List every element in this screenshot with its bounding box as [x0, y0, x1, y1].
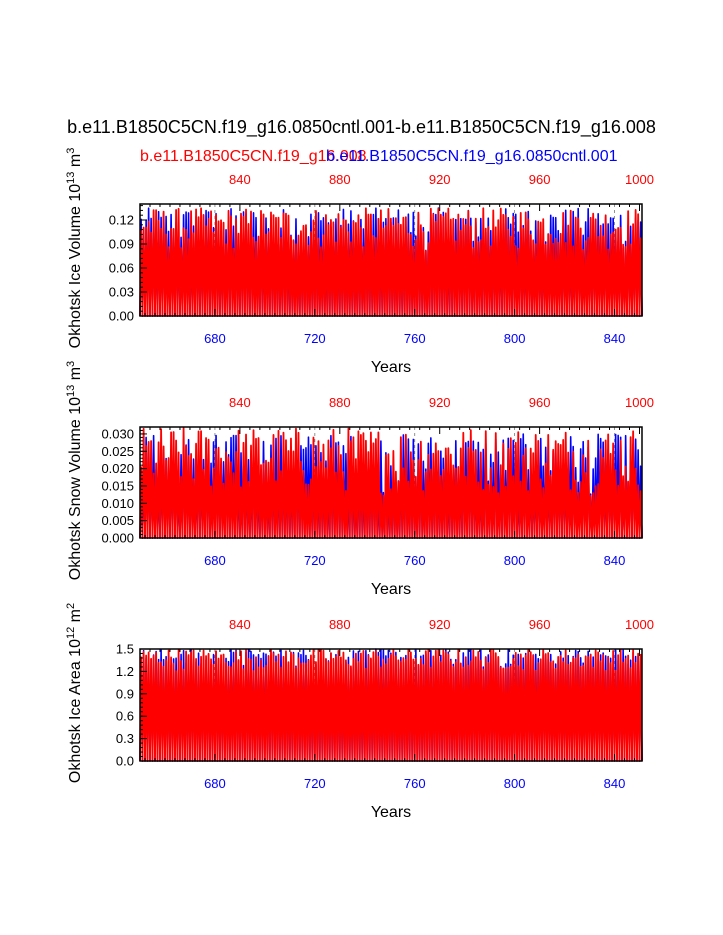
bottom-tick-label: 680 — [204, 776, 226, 791]
y-axis-label: Okhotsk Ice Area 1012 m2 — [65, 603, 84, 783]
y-tick-label: 0.03 — [109, 285, 134, 300]
y-axis-label-exponent: 13 — [65, 172, 77, 184]
y-axis-label: Okhotsk Snow Volume 1013 m3 — [65, 361, 84, 580]
y-tick-label: 0.06 — [109, 261, 134, 276]
y-axis-label-exponent: 12 — [65, 627, 77, 639]
top-tick-label: 840 — [229, 395, 251, 410]
legend-series-blue: b.e11.B1850C5CN.f19_g16.0850cntl.001 — [326, 148, 618, 165]
top-tick-label: 1000 — [625, 172, 654, 187]
y-axis-label-exponent: 2 — [65, 603, 77, 609]
top-tick-label: 880 — [329, 172, 351, 187]
y-axis-label-exponent: 3 — [65, 148, 77, 154]
y-tick-label: 0.00 — [109, 309, 134, 324]
top-tick-label: 920 — [429, 172, 451, 187]
top-tick-label: 880 — [329, 395, 351, 410]
top-tick-label: 840 — [229, 617, 251, 632]
x-axis-label: Years — [371, 804, 411, 821]
y-tick-label: 0.025 — [101, 444, 134, 459]
y-tick-label: 0.12 — [109, 213, 134, 228]
top-tick-label: 920 — [429, 617, 451, 632]
y-axis-label-part: Okhotsk Snow Volume 10 — [67, 397, 84, 580]
top-tick-label: 960 — [529, 395, 551, 410]
x-axis-label: Years — [371, 581, 411, 598]
series-line-red — [139, 427, 643, 539]
y-axis-label-part: Okhotsk Ice Volume 10 — [67, 184, 84, 349]
x-axis-label: Years — [371, 359, 411, 376]
y-tick-label: 0.0 — [116, 754, 134, 769]
top-tick-label: 960 — [529, 617, 551, 632]
y-tick-label: 0.010 — [101, 496, 134, 511]
y-axis-label-part: Okhotsk Ice Area 10 — [67, 639, 84, 783]
top-tick-label: 960 — [529, 172, 551, 187]
panel-3: 680 720 760 800 840 840 880 920 960 1000 0.0 0.3 0.6… — [65, 603, 654, 821]
y-axis-label-exponent: 13 — [65, 385, 77, 397]
bottom-tick-label: 760 — [404, 776, 426, 791]
bottom-tick-label: 840 — [604, 553, 626, 568]
top-tick-label: 920 — [429, 395, 451, 410]
y-tick-label: 0.000 — [101, 531, 134, 546]
y-tick-label: 0.9 — [116, 686, 134, 701]
panel-2: 680 720 760 800 840 840 880 920 960 1000 0.000 0.00… — [65, 361, 654, 598]
top-tick-label: 1000 — [625, 617, 654, 632]
y-tick-label: 0.015 — [101, 478, 134, 493]
bottom-tick-label: 800 — [504, 776, 526, 791]
y-axis-label-part: m — [67, 609, 84, 627]
top-tick-label: 840 — [229, 172, 251, 187]
y-axis-label-exponent: 3 — [65, 361, 77, 367]
y-tick-label: 0.005 — [101, 513, 134, 528]
y-tick-label: 0.3 — [116, 731, 134, 746]
y-axis-label: Okhotsk Ice Volume 1013 m3 — [65, 148, 84, 349]
y-axis-label-part: m — [67, 154, 84, 172]
bottom-tick-label: 720 — [304, 331, 326, 346]
y-tick-label: 0.020 — [101, 461, 134, 476]
series-line-red — [139, 648, 643, 762]
y-tick-label: 1.5 — [116, 642, 134, 657]
bottom-tick-label: 720 — [304, 553, 326, 568]
top-tick-label: 1000 — [625, 395, 654, 410]
y-tick-label: 0.09 — [109, 237, 134, 252]
figure-title: b.e11.B1850C5CN.f19_g16.0850cntl.001-b.e… — [67, 117, 656, 137]
plot-frame — [139, 648, 643, 762]
y-tick-label: 1.2 — [116, 664, 134, 679]
y-axis-label-part: m — [67, 367, 84, 385]
bottom-tick-label: 680 — [204, 331, 226, 346]
bottom-tick-label: 800 — [504, 553, 526, 568]
top-tick-label: 880 — [329, 617, 351, 632]
panel-1: 680 720 760 800 840 840 880 920 960 1000 0.00 0.03 0… — [65, 148, 654, 376]
bottom-tick-label: 840 — [604, 331, 626, 346]
y-tick-label: 0.6 — [116, 709, 134, 724]
bottom-tick-label: 840 — [604, 776, 626, 791]
bottom-tick-label: 760 — [404, 331, 426, 346]
bottom-tick-label: 760 — [404, 553, 426, 568]
bottom-tick-label: 800 — [504, 331, 526, 346]
series-line-red — [139, 207, 643, 317]
bottom-tick-label: 680 — [204, 553, 226, 568]
plot-frame — [139, 203, 643, 317]
bottom-tick-label: 720 — [304, 776, 326, 791]
legend-series-red: b.e11.B1850C5CN.f19_g16.008 — [140, 148, 367, 165]
y-tick-label: 0.030 — [101, 426, 134, 441]
